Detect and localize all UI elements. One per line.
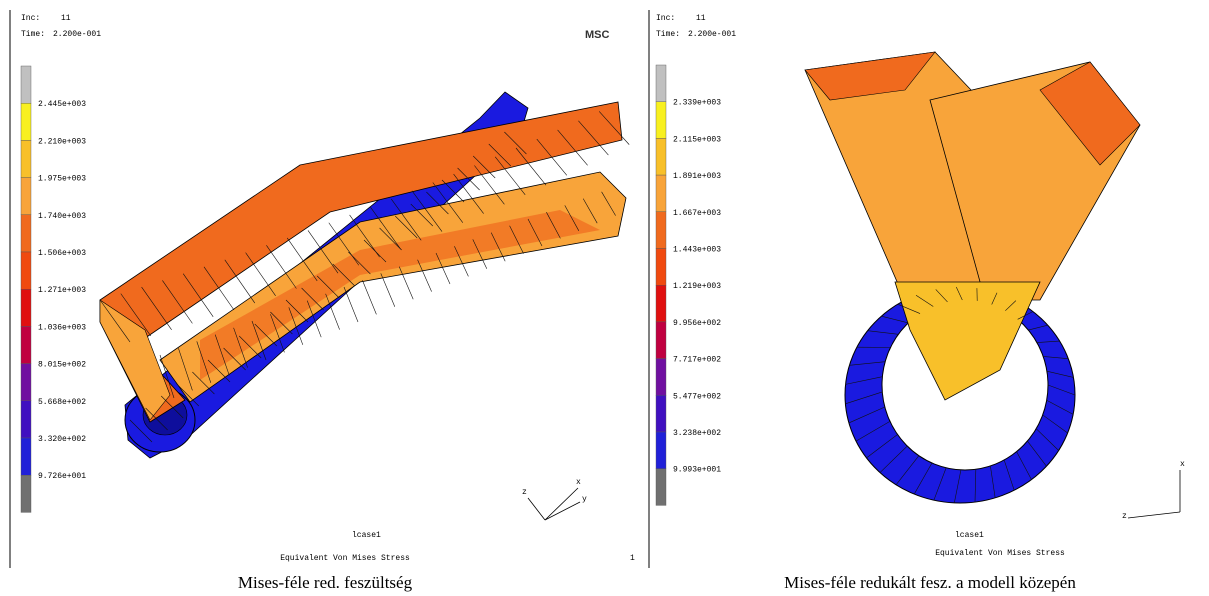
legend-label: 2.115e+003 [673,135,721,144]
legend-swatch [21,252,31,289]
legend-label: 1.975e+003 [38,175,86,184]
caption: Mises-féle redukált fesz. a modell közep… [784,573,1076,592]
right-model [805,52,1140,503]
figure: Mises-féle red. feszültség Mises-féle re… [0,0,1209,596]
legend-label: 1.740e+003 [38,212,86,221]
load-case: lcase1 [352,531,381,540]
page-number: 1 [630,554,635,563]
time-value: 2.200e-001 [688,30,736,39]
legend-swatch [21,475,31,512]
inc-value: 11 [61,14,71,23]
axis-label: z [522,488,527,497]
legend-swatch [21,178,31,215]
legend-swatch [656,432,666,469]
load-case: lcase1 [955,531,984,540]
inc-value: 11 [696,14,706,23]
legend-label: 2.210e+003 [38,137,86,146]
legend-label: 1.036e+003 [38,323,86,332]
legend-label: 3.320e+002 [38,435,86,444]
legend-label: 1.506e+003 [38,249,86,258]
legend-label: 1.219e+003 [673,282,721,291]
legend-label: 2.445e+003 [38,100,86,109]
legend-label: 9.956e+002 [673,319,721,328]
legend-swatch [656,469,666,506]
legend-swatch [21,103,31,140]
legend-swatch [21,401,31,438]
legend-label: 9.993e+001 [673,466,721,475]
inc-label: Inc: [656,14,675,23]
axis-triad [528,470,1180,520]
legend-swatch [21,140,31,177]
legend-swatch [656,322,666,359]
axis-label: x [1180,460,1185,469]
legend-label: 9.726e+001 [38,472,86,481]
left-model [100,92,629,458]
page: {"panels": [ {"inc_label": "Inc:", "inc"… [0,0,1209,596]
time-label: Time: [656,30,680,39]
legend-swatch [21,289,31,326]
time-label: Time: [21,30,45,39]
legend-swatch [656,212,666,249]
inc-label: Inc: [21,14,40,23]
result-title: Equivalent Von Mises Stress [280,554,410,563]
legend-label: 8.015e+002 [38,361,86,370]
legend-label: 3.238e+002 [673,429,721,438]
legend-swatch [21,66,31,103]
legend-swatch [21,326,31,363]
legend-label: 5.668e+002 [38,398,86,407]
legend-swatch [21,438,31,475]
legend-swatch [656,249,666,286]
legend-swatch [656,138,666,175]
time-value: 2.200e-001 [53,30,101,39]
axis-label: y [582,495,587,504]
axis-label: z [1122,512,1127,521]
legend-label: 1.891e+003 [673,172,721,181]
logo: MSC [585,29,610,41]
axis-label: x [576,478,581,487]
legend-swatch [21,215,31,252]
legend-swatch [656,359,666,396]
legend-swatch [21,364,31,401]
legend-label: 1.271e+003 [38,286,86,295]
caption: Mises-féle red. feszültség [238,573,413,592]
legend-swatch [656,65,666,102]
legend-label: 1.443e+003 [673,246,721,255]
legend-swatch [656,285,666,322]
legend-swatch [656,175,666,212]
legend-label: 5.477e+002 [673,392,721,401]
legend-label: 7.717e+002 [673,356,721,365]
legend-swatch [656,395,666,432]
legend-swatch [656,102,666,139]
result-title: Equivalent Von Mises Stress [935,549,1065,558]
legend-label: 2.339e+003 [673,99,721,108]
legend-label: 1.667e+003 [673,209,721,218]
